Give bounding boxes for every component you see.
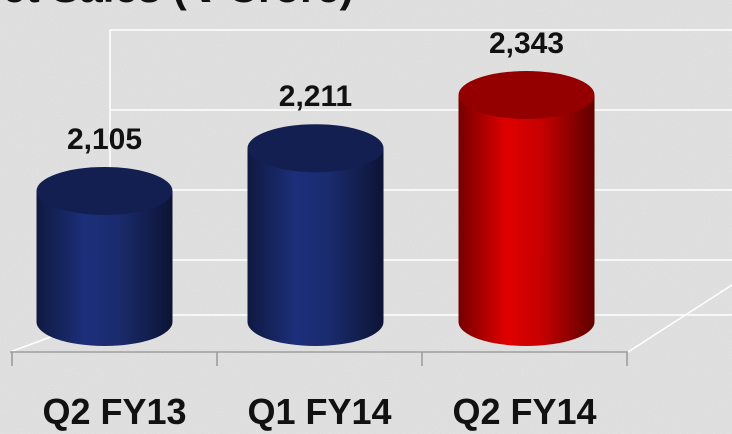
- value-label: 2,211: [279, 80, 352, 113]
- category-axis: [10, 351, 628, 366]
- x-tick-label: Q2 FY14: [452, 391, 596, 432]
- cylinder-top: [36, 166, 173, 215]
- x-tick-label: Q1 FY14: [247, 391, 391, 432]
- chart-title: Net Sales (₹ Crore): [0, 0, 354, 11]
- bar: [458, 70, 595, 346]
- x-tick-label: Q2 FY13: [42, 391, 186, 432]
- cylinder-body: [247, 148, 384, 346]
- cylinder-top: [247, 124, 384, 173]
- value-label: 2,105: [67, 123, 142, 156]
- cylinder-body: [458, 94, 595, 346]
- cylinder-body: [36, 190, 173, 346]
- cylinder-top: [458, 70, 595, 119]
- bar: [247, 124, 384, 346]
- bar: [36, 166, 173, 346]
- value-label: 2,343: [489, 27, 564, 60]
